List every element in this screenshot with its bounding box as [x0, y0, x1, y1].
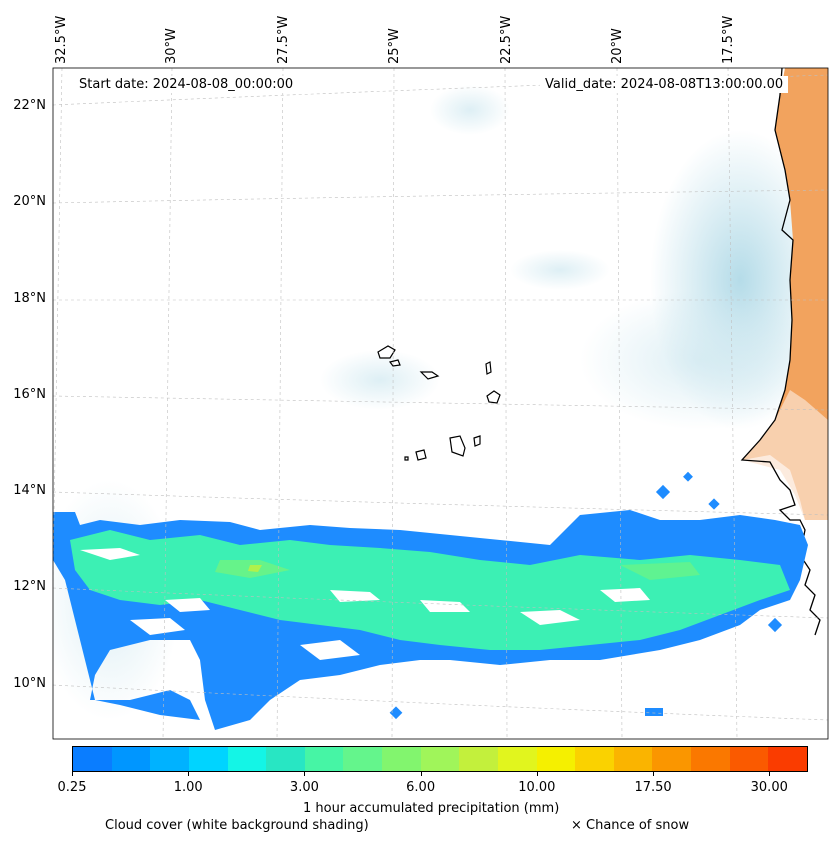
colorbar-tick-mark [304, 772, 306, 776]
colorbar-tick-label: 1.00 [173, 780, 203, 795]
colorbar-cell [343, 747, 382, 771]
lon-label-22-5w: 22.5°W [499, 15, 514, 64]
precipitation-band [53, 471, 808, 730]
colorbar-tick-label: 6.00 [406, 780, 436, 795]
colorbar-cell [691, 747, 730, 771]
colorbar-cell [150, 747, 189, 771]
cloud-cover-legend: Cloud cover (white background shading) [105, 818, 369, 833]
colorbar-cell [227, 747, 267, 771]
colorbar-tick-mark [769, 772, 771, 776]
colorbar-tick-label: 3.00 [289, 780, 319, 795]
colorbar-cell [266, 747, 305, 771]
lat-label-18n: 18°N [13, 291, 46, 306]
colorbar-cell [382, 747, 421, 771]
colorbar-title: 1 hour accumulated precipitation (mm) [303, 801, 560, 816]
colorbar-cell [459, 747, 498, 771]
lon-label-20w: 20°W [610, 28, 625, 64]
colorbar-cell [73, 747, 112, 771]
colorbar-cell [652, 747, 691, 771]
colorbar-cell [497, 747, 537, 771]
lon-label-25w: 25°W [387, 28, 402, 64]
gridlines [53, 68, 828, 739]
colorbar-cell [575, 747, 614, 771]
lat-label-20n: 20°N [13, 194, 46, 209]
colorbar-tick-mark [188, 772, 190, 776]
lon-label-32-5w: 32.5°W [54, 15, 69, 64]
lat-label-14n: 14°N [13, 483, 46, 498]
map-frame [52, 67, 829, 740]
africa-coastline [740, 68, 821, 636]
colorbar-tick-mark [536, 772, 538, 776]
colorbar-cell [536, 747, 576, 771]
lat-label-22n: 22°N [13, 98, 46, 113]
coast-fade [742, 390, 828, 520]
colorbar-cell [111, 747, 151, 771]
colorbar-cell [768, 747, 807, 771]
colorbar-cell [188, 747, 228, 771]
colorbar-tick-label: 10.00 [518, 780, 556, 795]
colorbar-tick-label: 17.50 [634, 780, 672, 795]
colorbar-cell [613, 747, 653, 771]
cape-verde-islands [377, 345, 501, 461]
lat-label-12n: 12°N [13, 579, 46, 594]
valid-date-label: Valid_date: 2024-08-08T13:00:00.00 [540, 76, 789, 93]
lat-label-10n: 10°N [13, 676, 46, 691]
lon-label-27-5w: 27.5°W [276, 15, 291, 64]
start-date-label: Start date: 2024-08-08_00:00:00 [74, 76, 299, 93]
colorbar-tick-mark [72, 772, 73, 776]
colorbar-cell [729, 747, 769, 771]
precipitation-colorbar [72, 746, 808, 772]
lat-label-16n: 16°N [13, 387, 46, 402]
colorbar-tick-label: 0.25 [57, 780, 87, 795]
colorbar-cell [304, 747, 344, 771]
lon-label-17-5w: 17.5°W [721, 15, 736, 64]
colorbar-tick-label: 30.00 [750, 780, 788, 795]
colorbar-tick-mark [653, 772, 655, 776]
snow-legend: × Chance of snow [571, 818, 690, 833]
colorbar-tick-mark [420, 772, 422, 776]
colorbar-cell [420, 747, 460, 771]
lon-label-30w: 30°W [164, 28, 179, 64]
